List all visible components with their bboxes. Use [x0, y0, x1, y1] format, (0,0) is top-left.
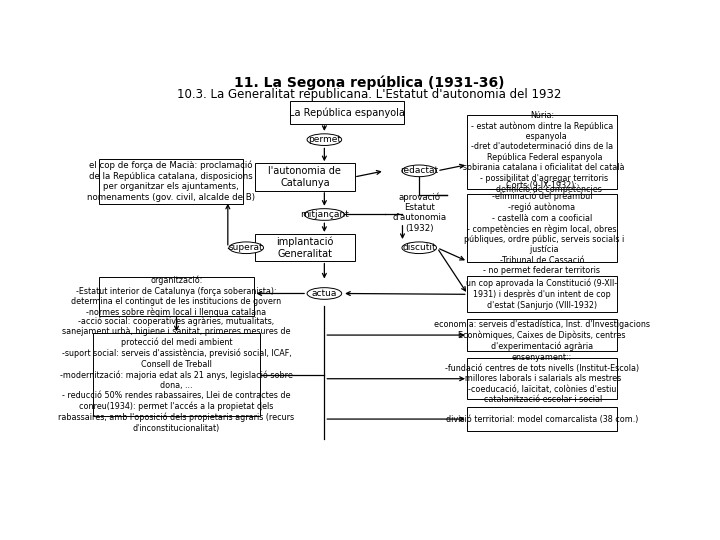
- Text: divisió territorial: model comarcalista (38 com.): divisió territorial: model comarcalista …: [446, 415, 638, 423]
- Text: superat: superat: [229, 243, 264, 252]
- Text: actua: actua: [312, 289, 337, 298]
- Text: organització:
-Estatut interior de Catalunya (força soberanista):
determina el c: organització: -Estatut interior de Catal…: [71, 276, 282, 317]
- Ellipse shape: [402, 242, 436, 254]
- FancyBboxPatch shape: [289, 102, 404, 124]
- Text: Corts (9-IX-1932):
-eliminació del preàmbul
-regió autònoma
- castellà com a coo: Corts (9-IX-1932): -eliminació del preàm…: [459, 181, 625, 275]
- Text: discutit: discutit: [402, 243, 436, 252]
- Text: l'autonomia de
Catalunya: l'autonomia de Catalunya: [269, 166, 341, 188]
- Text: Núria:
- estat autònom dintre la República
   espanyola
-dret d'autodeterminació: Núria: - estat autònom dintre la Repúbli…: [460, 111, 624, 194]
- Text: aprovació
Estatut
d'autonomia
(1932): aprovació Estatut d'autonomia (1932): [392, 192, 446, 233]
- FancyBboxPatch shape: [99, 277, 254, 315]
- Ellipse shape: [305, 208, 344, 220]
- Text: redactat: redactat: [400, 166, 438, 176]
- Ellipse shape: [307, 288, 342, 299]
- Text: 11. La Segona república (1931-36): 11. La Segona república (1931-36): [234, 75, 504, 90]
- FancyBboxPatch shape: [255, 163, 355, 191]
- FancyBboxPatch shape: [467, 407, 617, 431]
- FancyBboxPatch shape: [467, 194, 617, 262]
- Ellipse shape: [402, 165, 436, 177]
- FancyBboxPatch shape: [467, 115, 617, 190]
- FancyBboxPatch shape: [99, 159, 243, 204]
- Text: La República espanyola: La República espanyola: [289, 107, 405, 118]
- FancyBboxPatch shape: [255, 234, 355, 261]
- Text: el cop de força de Macià: proclamació
de la República catalana, disposicions
per: el cop de força de Macià: proclamació de…: [87, 161, 255, 201]
- FancyBboxPatch shape: [93, 333, 260, 416]
- Ellipse shape: [229, 242, 264, 254]
- Ellipse shape: [307, 134, 342, 145]
- Text: 10.3. La Generalitat republicana. L'Estatut d'autonomia del 1932: 10.3. La Generalitat republicana. L'Esta…: [177, 87, 561, 100]
- FancyBboxPatch shape: [467, 359, 617, 399]
- Text: permet: permet: [308, 135, 341, 144]
- Text: mitjançant: mitjançant: [300, 210, 348, 219]
- Text: un cop aprovada la Constitució (9-XII-
1931) i desprès d'un intent de cop
d'esta: un cop aprovada la Constitució (9-XII- 1…: [467, 279, 618, 310]
- Text: implantació
Generalitat: implantació Generalitat: [276, 237, 333, 259]
- FancyBboxPatch shape: [467, 319, 617, 352]
- Text: -acció social: cooperatives agràries, mutualitats,
sanejament urbà, higiene i sa: -acció social: cooperatives agràries, mu…: [58, 316, 294, 433]
- FancyBboxPatch shape: [467, 276, 617, 312]
- Text: economia: serveis d'estadística, Inst. d'Investigacions
Econòmiques, Caixes de D: economia: serveis d'estadística, Inst. d…: [434, 320, 650, 350]
- Text: ensenyament::
-fundació centres de tots nivells (Institut-Escola)
-millores labo: ensenyament:: -fundació centres de tots …: [445, 353, 639, 404]
